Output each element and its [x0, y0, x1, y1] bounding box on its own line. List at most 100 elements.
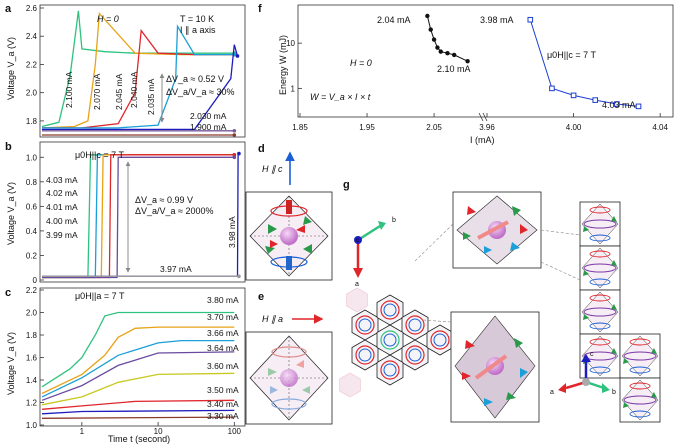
hexagon-ring — [405, 345, 425, 365]
panel-g-letter: g — [343, 179, 350, 191]
panel-a-letter: a — [5, 3, 12, 15]
panel-f-field-right: μ0H||c = 7 T — [547, 50, 596, 60]
stack-octahedron — [581, 291, 619, 333]
stack-arrowhead — [623, 402, 629, 408]
c-curve-label: 3.60 mA — [207, 361, 239, 371]
f-point-h0 — [435, 45, 440, 50]
a-series-line — [42, 28, 235, 129]
c-series-line — [41, 409, 235, 415]
c-ytick-label: 1.6 — [26, 354, 38, 363]
panel-c-xlabel: Time t (second) — [108, 434, 170, 444]
zoom-octahedron-bottom-icon — [450, 311, 540, 423]
panel-f-axis-break — [478, 112, 484, 122]
panel-b-ylabel: Voltage V_a (V) — [6, 182, 16, 245]
panel-f-label-1: 2.04 mA — [377, 15, 411, 25]
panel-b-letter: b — [5, 141, 12, 153]
c-ytick-label: 1.2 — [26, 399, 38, 408]
panel-f-letter: f — [258, 3, 262, 15]
a-curve-label: 2.035 mA — [146, 78, 156, 115]
c-series-line — [41, 311, 235, 388]
octahedron-d-icon — [245, 191, 333, 281]
f-xtick-label: 2.05 — [426, 123, 442, 132]
f-xtick-label: 1.95 — [359, 123, 375, 132]
panel-c-xticks: 1 10 100 — [80, 422, 242, 436]
stack-arrowhead — [583, 270, 589, 276]
a-ytick-label: 2.2 — [26, 60, 38, 69]
hexagon-inner-ring — [358, 348, 372, 362]
stack-ring-bottom — [589, 322, 611, 330]
b-curve-label: 3.98 mA — [227, 216, 237, 248]
stack-arrowhead — [583, 314, 589, 320]
f-ytick-label: 1 — [291, 84, 296, 93]
panel-a-field: H = 0 — [97, 14, 119, 24]
panel-b-curves — [42, 151, 241, 279]
zoom-guide-3 — [540, 229, 581, 236]
panel-d: d H ∥ c — [245, 143, 333, 281]
b-ytick-label: 0.6 — [26, 202, 38, 211]
panel-b-curve-labels: 4.03 mA 4.02 mA 4.01 mA 4.00 mA 3.99 mA 3.98 … — [46, 175, 237, 274]
hexagon-ring — [430, 330, 450, 350]
c-curve-label: 3.64 mA — [207, 343, 239, 353]
panel-c-yticks: 1.0 1.2 1.4 1.6 1.8 2.0 2.2 — [26, 286, 44, 430]
panel-f-ticks: 1 10 1.85 1.95 2.05 3.96 4.00 4.04 — [286, 39, 668, 132]
f-point-h0 — [451, 52, 457, 58]
stack-ring-top — [589, 294, 611, 302]
panel-f-axis-break-2 — [482, 112, 488, 122]
stack-octahedron — [581, 335, 619, 377]
b-ytick-label: 0.8 — [26, 178, 38, 187]
panel-b-frame — [39, 141, 246, 283]
stack-arrowhead — [583, 226, 589, 232]
axis-triad-bottom-icon: a b c — [550, 351, 616, 396]
b-curve-label: 4.02 mA — [46, 188, 78, 198]
panel-a-axis: I ∥ a axis — [180, 25, 216, 35]
stack-ring-middle — [623, 351, 657, 361]
c-ytick-label: 1.4 — [26, 376, 38, 385]
zoom-octahedron-top-icon — [452, 191, 542, 269]
c-curve-label: 3.50 mA — [207, 385, 239, 395]
panel-f-points — [425, 13, 642, 110]
f-xtick-label: 4.04 — [652, 123, 668, 132]
panel-b-field: μ0H||c = 7 T — [75, 150, 124, 160]
stack-octahedron — [581, 247, 619, 289]
b-ytick-label: 0 — [33, 276, 38, 285]
panel-e-letter: e — [258, 291, 264, 303]
stack-ring-top — [629, 382, 651, 390]
b-ytick-label: 0.2 — [26, 251, 38, 260]
triad-top-b: b — [392, 217, 396, 224]
stack-arrowhead — [623, 358, 629, 364]
zoom-guide-1 — [414, 223, 454, 262]
b-curve-label: 3.97 mA — [160, 264, 192, 274]
stack-ring-bottom — [589, 278, 611, 286]
panel-f-frame — [297, 4, 674, 118]
b-curve-label: 4.00 mA — [46, 216, 78, 226]
panel-c-frame — [39, 287, 246, 427]
panel-c-letter: c — [5, 287, 11, 299]
a-curve-label: 2.045 mA — [114, 73, 124, 110]
panel-a: a Voltage V_a (V) 1.82.02.22.42.6 H = 0 … — [5, 3, 246, 138]
panel-e-field: H ∥ a — [262, 314, 283, 324]
panel-a-yticks: 1.8 2.0 2.2 2.4 2.6 — [26, 4, 44, 126]
stack-octahedron — [581, 203, 619, 245]
panel-a-curves — [41, 10, 240, 137]
a-ytick-label: 2.4 — [26, 32, 38, 41]
triad-bottom-b: b — [612, 389, 616, 396]
a-curve-label: 2.040 mA — [129, 71, 139, 108]
stack-ring-middle — [583, 219, 617, 229]
hexagon-ring — [380, 330, 400, 350]
f-xtick-label: 4.00 — [566, 123, 582, 132]
stack-ring-bottom — [629, 366, 651, 374]
c-ytick-label: 2.0 — [26, 309, 38, 318]
stack-arrowhead — [611, 260, 617, 266]
c-series-line — [41, 416, 235, 419]
b-curve-label: 4.03 mA — [46, 175, 78, 185]
hexagon-ring — [380, 360, 400, 380]
panel-a-ratio: ΔV_a/V_a ≈ 30% — [166, 87, 235, 97]
hexagon-faded — [339, 372, 361, 398]
f-point-h0 — [465, 58, 470, 64]
a-ytick-label: 1.8 — [26, 117, 38, 126]
b-ytick-label: 1.0 — [26, 153, 38, 162]
c-curve-label: 3.70 mA — [207, 312, 239, 322]
panel-f-xlabel: I (mA) — [470, 135, 495, 145]
c-series-line — [41, 399, 235, 410]
